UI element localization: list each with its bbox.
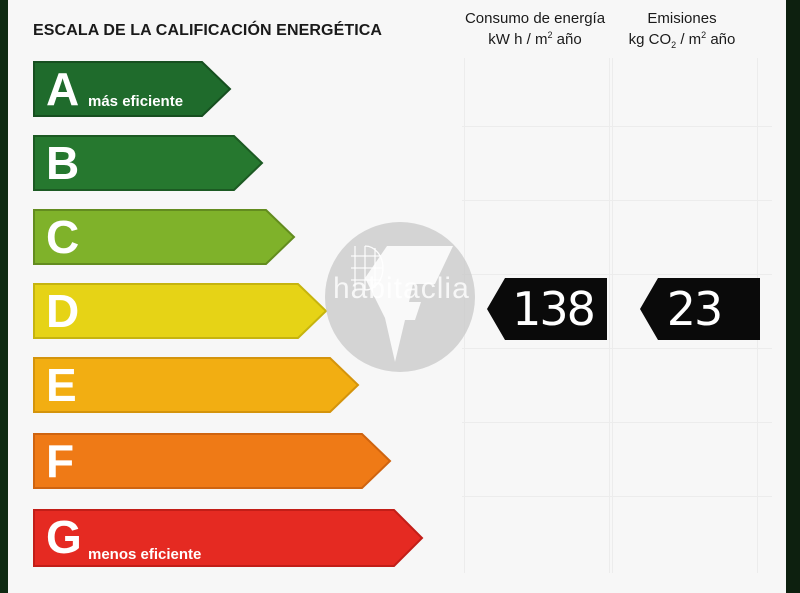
emisiones-label: Emisiones [647, 10, 717, 27]
rating-letter: F [46, 435, 75, 487]
consumo-column-header: Consumo de energía kW h / m2 año [455, 8, 615, 50]
consumo-value-tag: 138 [487, 278, 607, 340]
grid-line [462, 200, 772, 201]
grid-line [462, 496, 772, 497]
rating-bar-a: A más eficiente [32, 60, 232, 118]
grid-line [462, 274, 772, 275]
emisiones-value-tag: 23 [640, 278, 760, 340]
rating-letter: C [46, 211, 80, 263]
emisiones-column-header: Emisiones kg CO2 / m2 año [612, 8, 752, 50]
page-title: ESCALA DE LA CALIFICACIÓN ENERGÉTICA [33, 22, 383, 39]
rating-letter: A [46, 63, 80, 115]
frame-border [786, 0, 800, 593]
rating-bar-d: D [32, 282, 328, 340]
rating-bar-g: G menos eficiente [32, 508, 424, 567]
emisiones-value: 23 [666, 282, 724, 336]
consumo-unit: kW h / m2 año [488, 30, 582, 49]
rating-letter: G [46, 511, 82, 563]
rating-bar-e: E [32, 356, 360, 414]
emisiones-unit: kg CO2 / m2 año [628, 30, 736, 50]
rating-sublabel: más eficiente [88, 93, 184, 110]
rating-letter: E [46, 359, 77, 411]
watermark-text: habitaclia [333, 272, 470, 305]
rating-sublabel: menos eficiente [88, 546, 202, 563]
consumo-label: Consumo de energía [464, 10, 606, 27]
rating-bar-c: C [32, 208, 296, 266]
grid-line [462, 126, 772, 127]
rating-bar-b: B [32, 134, 264, 192]
rating-bar-f: F [32, 432, 392, 490]
rating-letter: B [46, 137, 80, 189]
consumo-value: 138 [512, 282, 596, 336]
grid-line [462, 422, 772, 423]
rating-letter: D [46, 285, 80, 337]
grid-line [462, 348, 772, 349]
habitaclia-logo-icon: habitaclia [325, 222, 475, 372]
